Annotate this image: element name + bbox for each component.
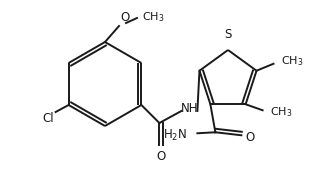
Text: H$_2$N: H$_2$N xyxy=(163,128,188,143)
Text: O: O xyxy=(120,11,129,24)
Text: S: S xyxy=(224,27,232,41)
Text: O: O xyxy=(157,150,166,163)
Text: CH$_3$: CH$_3$ xyxy=(142,10,164,24)
Text: O: O xyxy=(245,131,255,144)
Text: CH$_3$: CH$_3$ xyxy=(270,105,292,119)
Text: NH: NH xyxy=(180,101,198,115)
Text: CH$_3$: CH$_3$ xyxy=(281,54,303,68)
Text: Cl: Cl xyxy=(43,112,54,124)
